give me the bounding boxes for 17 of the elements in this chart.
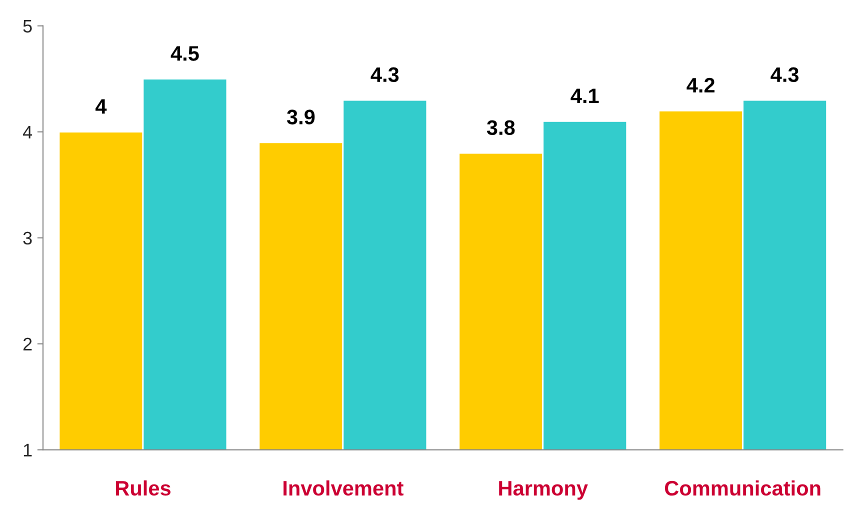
- data-label: 3.8: [486, 120, 515, 136]
- data-label: 4.3: [370, 67, 399, 82]
- x-tick-label: Communication: [664, 480, 820, 496]
- data-label: 4.1: [570, 88, 599, 104]
- data-label: 4.3: [770, 67, 799, 82]
- x-tick-label: Harmony: [499, 481, 588, 500]
- y-tick-label: 2: [23, 338, 32, 350]
- y-tick-label: 5: [23, 20, 32, 33]
- data-label: 4: [96, 99, 107, 114]
- data-label: 3.9: [286, 110, 315, 124]
- y-tick-label: 3: [23, 232, 32, 245]
- x-tick-label: Rules: [116, 480, 170, 496]
- data-label: 4.5: [170, 46, 199, 61]
- x-tick-label: Involvement: [284, 480, 404, 496]
- data-label: 4.2: [686, 78, 714, 92]
- y-tick-label: 4: [22, 126, 32, 138]
- y-tick-label: 1: [24, 444, 32, 456]
